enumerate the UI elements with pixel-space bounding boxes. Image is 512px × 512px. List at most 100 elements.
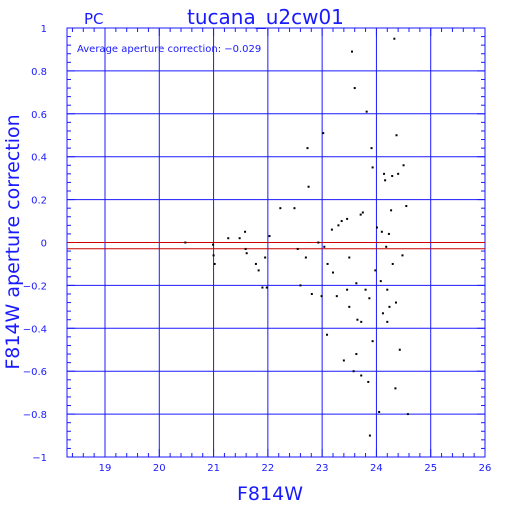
data-point	[405, 205, 408, 208]
data-point	[361, 211, 364, 214]
data-point	[299, 284, 302, 287]
data-point	[261, 286, 264, 289]
data-point	[340, 220, 343, 223]
data-point	[406, 413, 409, 416]
data-point	[244, 247, 247, 250]
x-tick-label: 22	[261, 463, 274, 474]
data-point	[306, 147, 309, 150]
data-point	[397, 172, 400, 175]
data-point	[346, 217, 349, 220]
data-point	[395, 134, 398, 137]
data-point	[293, 207, 296, 210]
data-point	[371, 340, 374, 343]
data-point	[320, 295, 323, 298]
y-tick-label: −1	[32, 453, 47, 464]
x-axis-label: F814W	[237, 483, 303, 505]
data-point	[355, 282, 358, 285]
data-point	[375, 226, 378, 229]
detector-label: PC	[84, 10, 104, 28]
data-point	[359, 213, 362, 216]
data-point	[378, 410, 381, 413]
reference-lines	[67, 242, 485, 250]
data-point	[370, 147, 373, 150]
data-point	[265, 286, 268, 289]
data-point	[401, 254, 404, 257]
data-point	[367, 380, 370, 383]
data-point	[391, 262, 394, 265]
data-point	[212, 254, 215, 257]
y-tick-label: 0.4	[31, 153, 47, 164]
data-point	[337, 224, 340, 227]
data-point	[279, 207, 282, 210]
x-tick-label: 20	[153, 463, 166, 474]
data-point	[371, 166, 374, 169]
data-point	[323, 245, 326, 248]
data-point	[346, 288, 349, 291]
data-points	[184, 37, 409, 437]
annotation-average: Average aperture correction: −0.029	[77, 44, 261, 55]
data-point	[352, 370, 355, 373]
data-point	[385, 245, 388, 248]
data-point	[348, 256, 351, 259]
data-point	[342, 359, 345, 362]
x-tick-label: 19	[99, 463, 112, 474]
data-point	[388, 305, 391, 308]
data-point	[394, 387, 397, 390]
x-tick-labels: 19 20 21 22 23 24 25 26	[99, 463, 492, 474]
y-tick-label: −0.2	[23, 281, 47, 292]
data-point	[184, 241, 187, 244]
data-point	[379, 280, 382, 283]
data-point	[383, 172, 386, 175]
data-point	[304, 256, 307, 259]
data-point	[348, 305, 351, 308]
y-tick-label: 0.2	[31, 196, 47, 207]
data-point	[330, 228, 333, 231]
data-point	[360, 374, 363, 377]
data-point	[326, 262, 329, 265]
x-tick-label: 24	[370, 463, 383, 474]
data-point	[398, 348, 401, 351]
data-point	[368, 297, 371, 300]
data-point	[381, 312, 384, 315]
data-point	[212, 243, 215, 246]
data-point	[390, 209, 393, 212]
data-point	[296, 247, 299, 250]
data-point	[402, 164, 405, 167]
data-point	[393, 37, 396, 40]
y-tick-label: −0.6	[23, 367, 47, 378]
data-point	[213, 262, 216, 265]
data-point	[355, 353, 358, 356]
data-point	[368, 434, 371, 437]
data-point	[257, 269, 260, 272]
data-point	[322, 132, 325, 135]
x-tick-label: 21	[207, 463, 220, 474]
data-point	[386, 288, 389, 291]
x-tick-label: 23	[316, 463, 329, 474]
data-point	[386, 320, 389, 323]
y-tick-label: 0.8	[31, 67, 47, 78]
data-point	[254, 262, 257, 265]
data-point	[394, 301, 397, 304]
data-point	[353, 87, 356, 90]
data-point	[374, 269, 377, 272]
y-tick-label: −0.8	[23, 410, 47, 421]
data-point	[387, 232, 390, 235]
x-tick-label: 25	[424, 463, 437, 474]
y-tick-label: 0.6	[31, 110, 47, 121]
data-point	[326, 333, 329, 336]
y-tick-label: 0	[41, 239, 47, 250]
data-point	[244, 230, 247, 233]
data-point	[307, 185, 310, 188]
y-tick-labels: 1 0.8 0.6 0.4 0.2 0 −0.2 −0.4 −0.6 −0.8 −1	[23, 24, 47, 464]
data-point	[317, 241, 320, 244]
chart-title: tucana_u2cw01	[187, 5, 344, 29]
data-point	[351, 50, 353, 53]
data-point	[364, 288, 367, 291]
data-point	[332, 271, 334, 274]
data-point	[264, 256, 267, 259]
data-point	[365, 110, 368, 113]
data-point	[245, 252, 248, 255]
data-point	[356, 318, 359, 321]
data-point	[268, 235, 271, 238]
